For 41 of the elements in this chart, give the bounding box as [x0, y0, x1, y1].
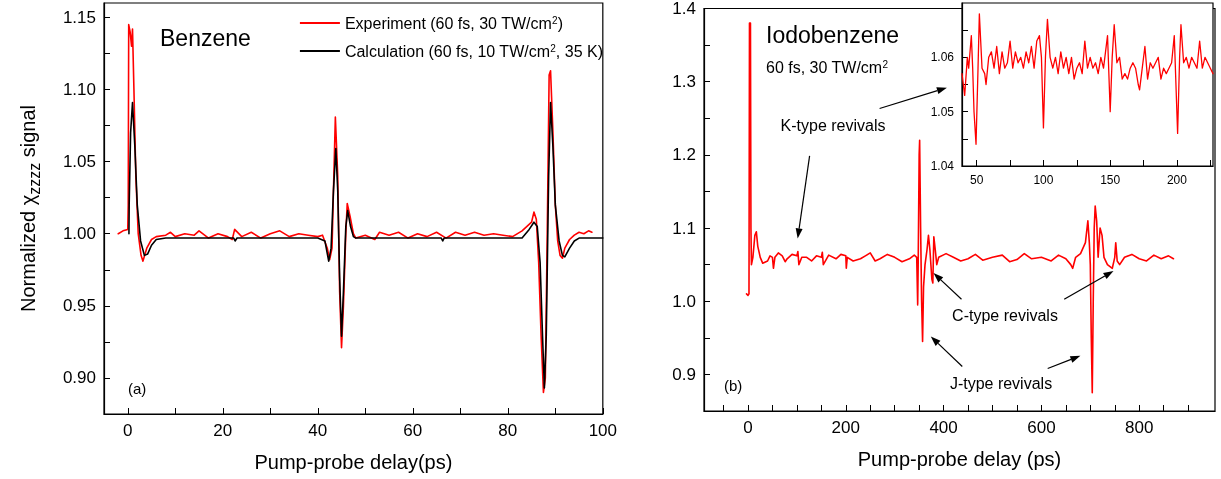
- y-tick-label: 1.10: [62, 80, 96, 100]
- x-tick-label: 0: [743, 418, 753, 437]
- y-tick-label: 1.3: [672, 72, 696, 92]
- annotation: Iodobenzene: [766, 22, 900, 48]
- y-tick-label: 1.05: [62, 152, 96, 172]
- y-tick-label: 1.15: [62, 7, 96, 27]
- x-tick-label: 150: [1100, 173, 1121, 187]
- x-tick-label: 200: [831, 418, 860, 437]
- y-tick-label: 1.1: [672, 218, 696, 238]
- annotation: (b): [724, 376, 743, 394]
- y-tick-label: 0.95: [62, 296, 96, 316]
- annotation: J-type revivals: [949, 374, 1053, 392]
- y-tick-label: 1.0: [672, 291, 696, 311]
- x-tick-label: 20: [213, 421, 233, 440]
- y-tick-label: 1.00: [62, 224, 96, 244]
- y-tick-label: 1.2: [672, 145, 696, 165]
- y-tick-label: 0.9: [672, 364, 696, 384]
- line-series: [961, 13, 1214, 145]
- x-tick-label: 80: [498, 421, 518, 440]
- annotation: Benzene: [160, 25, 251, 51]
- x-axis-title: Pump-probe delay (ps): [857, 448, 1062, 470]
- x-tick-label: 400: [929, 418, 958, 437]
- x-axis-title: Pump-probe delay(ps): [254, 451, 453, 473]
- x-tick-label: 60: [403, 421, 423, 440]
- y-tick-label: 1.04: [930, 159, 955, 173]
- x-tick-label: 800: [1125, 418, 1154, 437]
- y-tick-label: 1.05: [930, 104, 955, 119]
- x-tick-label: 100: [588, 421, 618, 440]
- x-tick-label: 0: [123, 421, 133, 440]
- y-tick-label: 1.06: [930, 50, 955, 65]
- y-tick-label: 0.90: [62, 368, 96, 388]
- y-tick-label: 1.4: [672, 0, 696, 18]
- annotation: K-type revivals: [780, 116, 886, 134]
- y-axis-title: Normalized χzzzz signal: [17, 105, 43, 313]
- x-tick-label: 200: [1166, 173, 1188, 187]
- x-tick-label: 600: [1027, 418, 1056, 437]
- annotation: (a): [128, 379, 147, 397]
- x-tick-label: 40: [308, 421, 328, 440]
- x-tick-label: 100: [1033, 173, 1054, 187]
- annotation: C-type revivals: [952, 306, 1058, 324]
- x-tick-label: 50: [970, 173, 984, 187]
